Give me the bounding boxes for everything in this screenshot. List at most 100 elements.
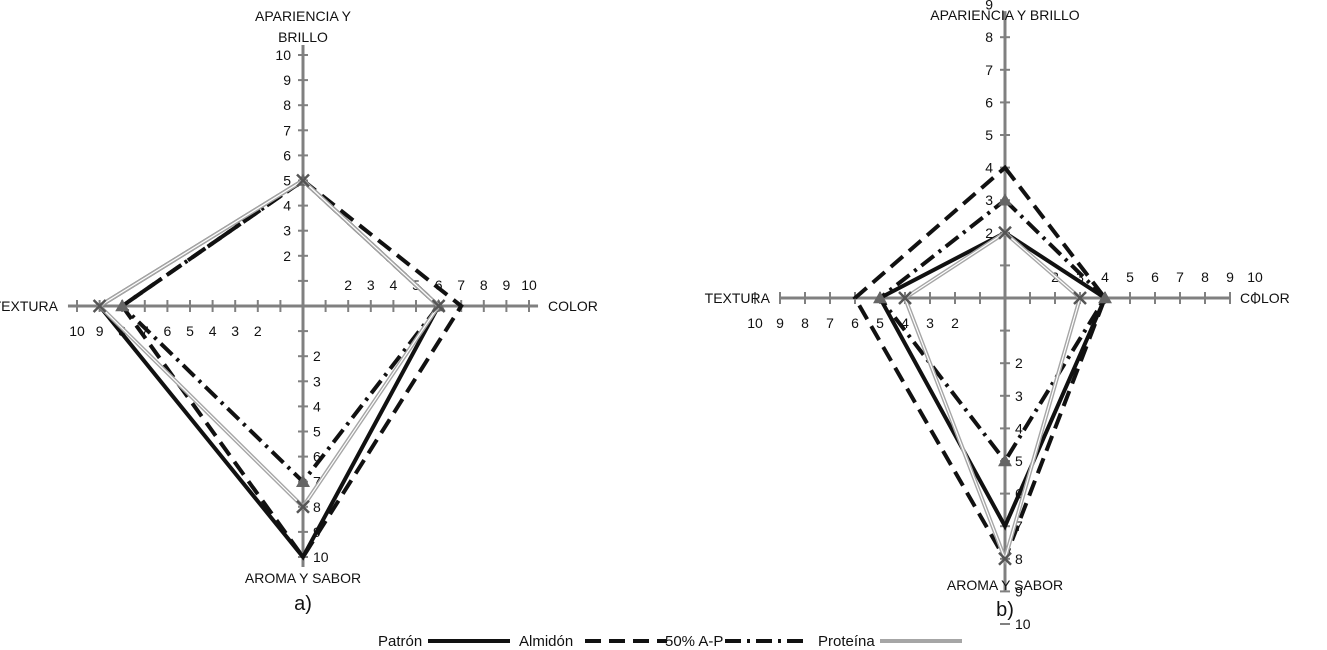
radar-axes xyxy=(67,44,539,568)
tick-label: 8 xyxy=(801,315,809,331)
point-marker-triangle xyxy=(998,193,1012,206)
point-marker-triangle xyxy=(873,291,887,304)
tick-label: 6 xyxy=(435,277,443,293)
legend: Patrón Almidón 50% A-P Proteína xyxy=(378,633,962,650)
axis-title-left: TEXTURA xyxy=(705,290,771,306)
tick-label: 2 xyxy=(985,225,993,241)
tick-label: 9 xyxy=(503,277,511,293)
legend-label: Almidón xyxy=(519,633,573,650)
legend-item: 50% A-P xyxy=(665,633,807,650)
tick-label: 5 xyxy=(186,323,194,339)
tick-label: 5 xyxy=(1015,453,1023,469)
point-marker-x xyxy=(998,225,1012,240)
tick-label: 2 xyxy=(1015,355,1023,371)
legend-label: Patrón xyxy=(378,633,422,650)
tick-label: 3 xyxy=(283,223,291,239)
point-marker-triangle xyxy=(115,299,130,312)
tick-label: 6 xyxy=(1151,269,1159,285)
axis-title-top: APARIENCIA Y xyxy=(255,8,352,24)
axis-title-right: COLOR xyxy=(1240,290,1290,306)
point-marker-x xyxy=(296,173,310,188)
axis-title-bottom: AROMA Y SABOR xyxy=(245,570,361,586)
tick-label: 9 xyxy=(776,315,784,331)
tick-label: 10 xyxy=(1015,616,1031,632)
axis-title-left: TEXTURA xyxy=(0,298,59,314)
tick-label: 4 xyxy=(901,315,909,331)
tick-label: 2 xyxy=(283,248,291,264)
point-marker-x xyxy=(92,299,107,313)
tick-label: 8 xyxy=(283,97,291,113)
legend-label: 50% A-P xyxy=(665,633,723,650)
point-marker-triangle xyxy=(1098,291,1112,304)
tick-label: 6 xyxy=(164,323,172,339)
series-dash-polygon xyxy=(852,164,1108,564)
tick-label: 5 xyxy=(876,315,884,331)
tick-label: 6 xyxy=(985,94,993,110)
tick-label: 8 xyxy=(1201,269,1209,285)
tick-label: 8 xyxy=(480,277,488,293)
axis-title-bottom: AROMA Y SABOR xyxy=(947,577,1063,593)
panel-label: a) xyxy=(294,593,312,615)
tick-label: 5 xyxy=(1126,269,1134,285)
tick-label: 6 xyxy=(283,147,291,163)
point-marker-x xyxy=(898,291,912,305)
tick-label: 7 xyxy=(826,315,834,331)
tick-label: 6 xyxy=(313,449,321,465)
series-proteina-core xyxy=(98,179,440,508)
series-lines xyxy=(92,173,464,561)
tick-label: 7 xyxy=(313,474,321,490)
tick-label: 5 xyxy=(985,127,993,143)
tick-label: 10 xyxy=(521,277,537,293)
legend-label: Proteína xyxy=(818,633,875,650)
tick-label: 2 xyxy=(254,323,262,339)
panel-label: b) xyxy=(996,599,1014,621)
tick-label: 4 xyxy=(390,277,398,293)
tick-label: 10 xyxy=(1247,269,1263,285)
tick-label: 9 xyxy=(1015,583,1023,599)
tick-label: 7 xyxy=(1176,269,1184,285)
series-lines xyxy=(852,164,1112,566)
tick-label: 7 xyxy=(457,277,465,293)
tick-label: 8 xyxy=(985,29,993,45)
tick-label: 2 xyxy=(951,315,959,331)
tick-label: 4 xyxy=(209,323,217,339)
series-dash-polygon xyxy=(119,178,464,561)
point-marker-triangle xyxy=(998,454,1012,467)
tick-label: 10 xyxy=(275,47,291,63)
tick-label: 8 xyxy=(313,499,321,515)
point-marker-x xyxy=(431,299,446,313)
axis-titles: APARIENCIA Y BRILLO COLOR TEXTURA AROMA Y SA… xyxy=(0,8,598,586)
tick-label: 3 xyxy=(985,192,993,208)
axis-title-top: APARIENCIA Y BRILLO xyxy=(930,7,1080,23)
tick-label: 10 xyxy=(747,315,763,331)
tick-label: 9 xyxy=(985,0,993,13)
tick-label: 3 xyxy=(1076,269,1084,285)
axis-title-top: BRILLO xyxy=(278,29,328,45)
point-marker-x xyxy=(296,499,310,514)
legend-item: Patrón xyxy=(378,633,510,650)
tick-label: 5 xyxy=(313,424,321,440)
axis-titles: APARIENCIA Y BRILLO COLOR TEXTURA AROMA Y S… xyxy=(705,7,1290,593)
tick-label: 4 xyxy=(283,198,291,214)
series-solid-polygon xyxy=(877,230,1108,531)
tick-label: 3 xyxy=(367,277,375,293)
tick-label: 10 xyxy=(313,549,329,565)
point-marker-triangle xyxy=(296,474,310,487)
tick-label: 6 xyxy=(851,315,859,331)
tick-label: 4 xyxy=(1015,420,1023,436)
tick-label: 9 xyxy=(96,323,104,339)
series-solid-gray-polygon xyxy=(96,177,442,510)
tick-label: 3 xyxy=(313,373,321,389)
point-marker-x xyxy=(998,551,1012,566)
tick-label: 7 xyxy=(283,122,291,138)
point-marker-x xyxy=(1073,291,1087,305)
tick-label: 2 xyxy=(313,348,321,364)
tick-label: 3 xyxy=(1015,388,1023,404)
tick-label: 10 xyxy=(69,323,85,339)
tick-label: 3 xyxy=(231,323,239,339)
legend-item: Almidón xyxy=(519,633,667,650)
